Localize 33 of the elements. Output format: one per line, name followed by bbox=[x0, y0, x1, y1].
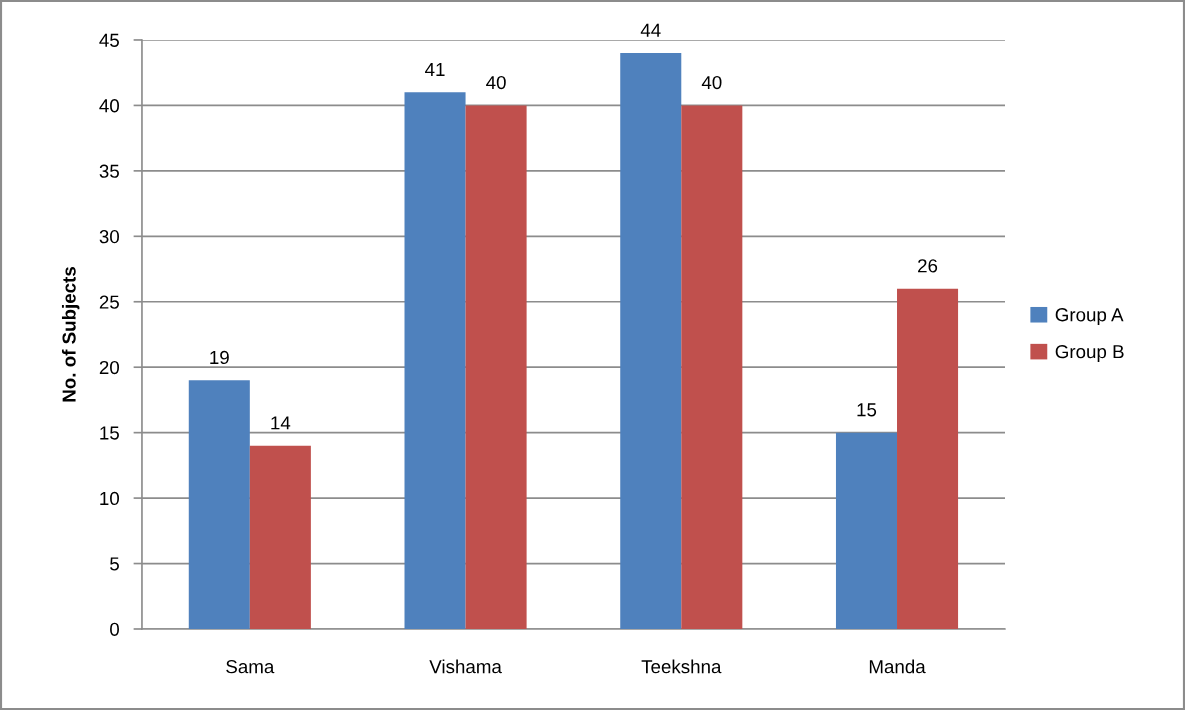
legend-label: Group B bbox=[1055, 345, 1124, 362]
bar bbox=[835, 432, 898, 629]
y-tick-label: 30 bbox=[99, 230, 120, 244]
y-tick-label: 25 bbox=[99, 295, 119, 309]
x-tick-label: Vishama bbox=[429, 659, 502, 674]
bar bbox=[249, 445, 311, 629]
bar bbox=[188, 380, 250, 629]
data-label: 40 bbox=[701, 75, 722, 90]
data-label: 40 bbox=[486, 75, 506, 90]
data-label: 41 bbox=[425, 63, 445, 76]
y-tick-label: 5 bbox=[110, 557, 119, 571]
legend-label: Group A bbox=[1055, 308, 1124, 326]
x-tick-label: Teekshna bbox=[641, 659, 722, 674]
bar bbox=[620, 53, 682, 629]
y-tick-label: 35 bbox=[99, 164, 119, 178]
x-tick-label: Manda bbox=[869, 659, 926, 674]
y-tick-label: 20 bbox=[99, 360, 120, 375]
y-tick-label: 15 bbox=[100, 426, 119, 440]
data-label: 26 bbox=[918, 259, 938, 273]
y-axis-title: No. of Subjects bbox=[61, 267, 80, 402]
bar bbox=[404, 92, 466, 629]
y-tick-label: 0 bbox=[110, 622, 120, 636]
data-label: 15 bbox=[857, 403, 877, 417]
y-tick-label: 40 bbox=[99, 99, 120, 113]
data-label: 14 bbox=[271, 416, 291, 430]
bar bbox=[681, 105, 743, 629]
data-label: 19 bbox=[210, 350, 229, 365]
bar bbox=[897, 288, 959, 629]
bar bbox=[465, 105, 527, 629]
y-tick-label: 45 bbox=[99, 33, 119, 47]
y-tick-label: 10 bbox=[100, 491, 120, 506]
data-label: 44 bbox=[640, 23, 661, 37]
x-tick-label: Sama bbox=[226, 660, 275, 674]
